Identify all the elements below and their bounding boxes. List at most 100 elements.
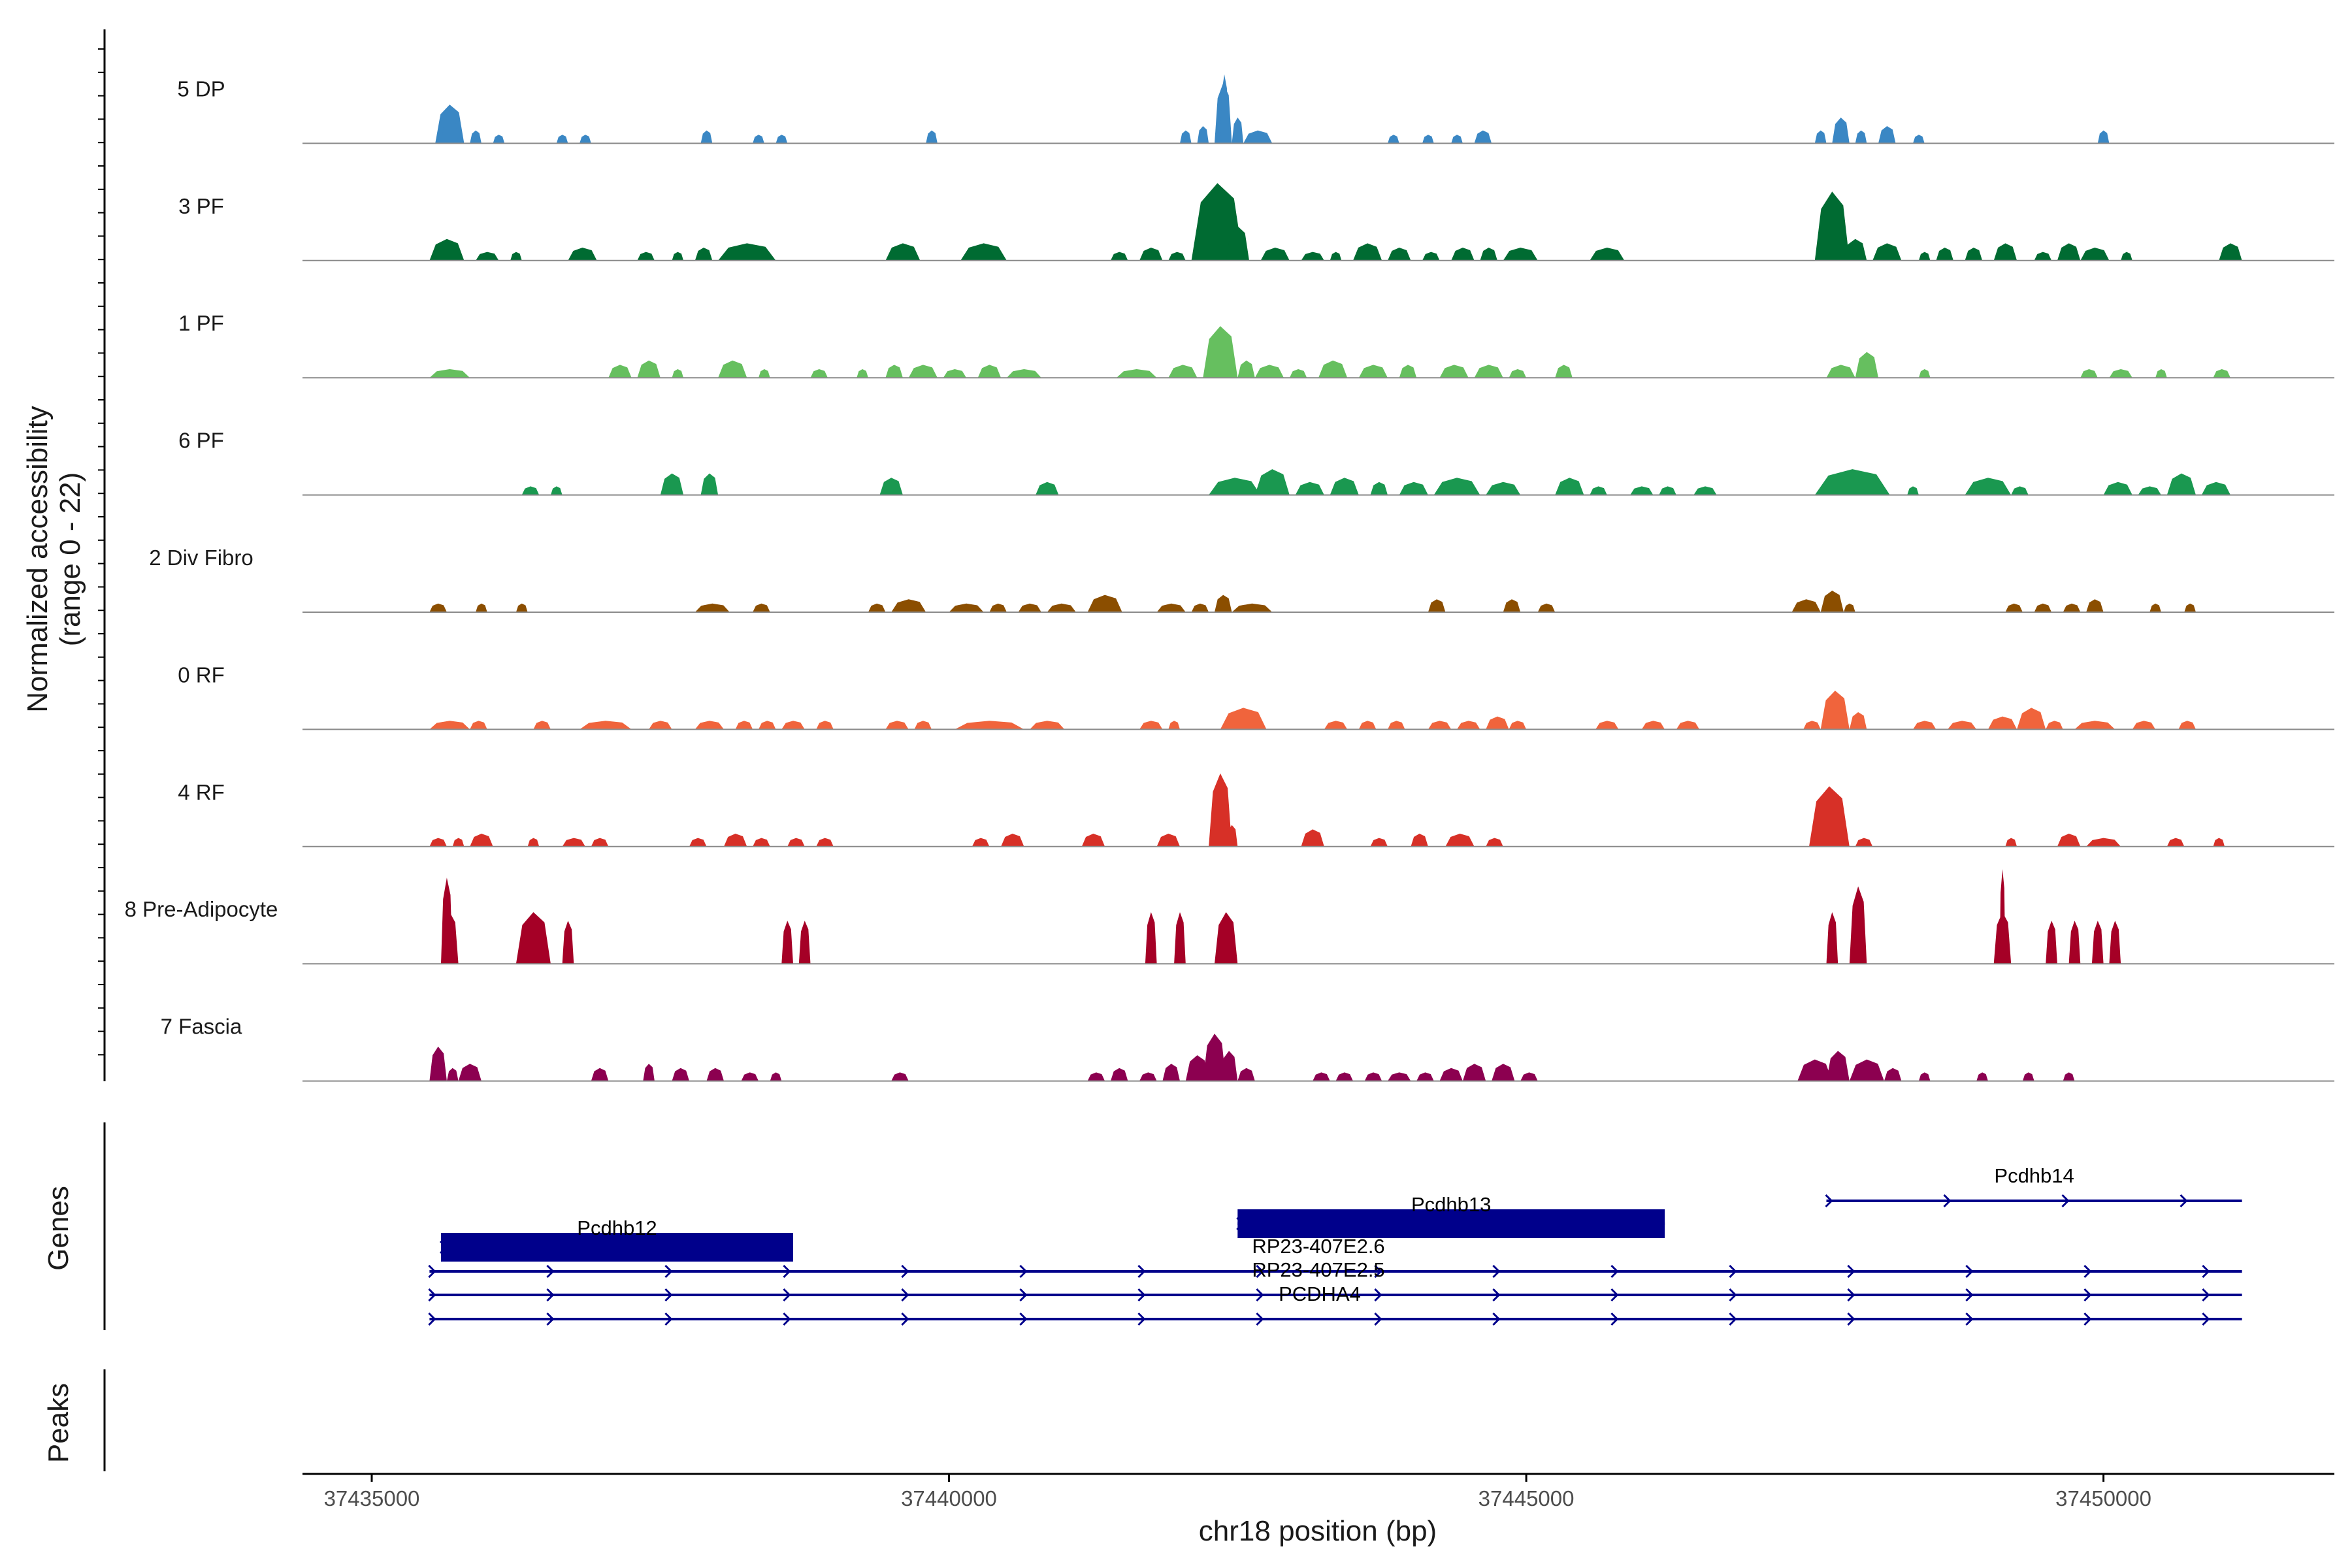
coverage-peak — [1388, 721, 1405, 730]
gene-model: PCDHA4 — [428, 1282, 2242, 1326]
coverage-peak — [718, 360, 747, 378]
strand-arrow — [1729, 1312, 1737, 1326]
coverage-peak — [960, 243, 1007, 261]
coverage-peak — [700, 130, 713, 144]
coverage-peak — [1849, 886, 1867, 964]
strand-arrow — [1374, 1312, 1382, 1326]
coverage-peak — [1370, 838, 1388, 847]
coverage-track: 3 PF — [178, 183, 2334, 261]
coverage-peak — [476, 252, 499, 261]
coverage-peak — [562, 838, 585, 847]
coverage-peak — [943, 369, 967, 378]
coverage-peak — [521, 486, 540, 495]
coverage-peak — [429, 1046, 447, 1081]
track-label: 6 PF — [178, 429, 224, 453]
strand-arrow — [1965, 1312, 1974, 1326]
coverage-peak — [1555, 478, 1584, 495]
coverage-peak — [776, 135, 788, 144]
coverage-peak — [1428, 721, 1452, 730]
gene-exon-block — [1237, 1209, 1665, 1238]
coverage-peak — [1422, 135, 1434, 144]
coverage-peak — [1433, 478, 1480, 495]
coverage-peak — [2063, 603, 2081, 612]
coverage-peak — [1301, 252, 1324, 261]
coverage-peak — [724, 834, 747, 847]
coverage-peak — [1087, 595, 1122, 612]
coverage-peak — [1364, 1072, 1382, 1081]
coverage-peak — [1156, 603, 1186, 612]
coverage-peak — [1849, 712, 1867, 730]
coverage-peak — [1036, 482, 1059, 495]
gene-label: Pcdhb14 — [1994, 1164, 2074, 1187]
coverage-peak — [1087, 1072, 1105, 1081]
coverage-peak — [879, 478, 903, 495]
coverage-peak — [1445, 834, 1475, 847]
coverage-peak — [1191, 603, 1209, 612]
strand-arrow — [1847, 1288, 1855, 1302]
coverage-peak — [1791, 599, 1821, 612]
coverage-peak — [2178, 721, 2196, 730]
coverage-peak — [515, 912, 551, 964]
coverage-peak — [1590, 486, 1607, 495]
coverage-peak — [1168, 365, 1198, 378]
track-label: 2 Div Fibro — [149, 546, 253, 570]
coverage-peak — [1139, 1072, 1157, 1081]
coverage-peak — [1139, 721, 1163, 730]
strand-arrow — [546, 1288, 555, 1302]
strand-arrow — [546, 1312, 555, 1326]
coverage-peak — [2103, 482, 2132, 495]
coverage-peak — [1676, 721, 1700, 730]
coverage-peak — [2091, 921, 2104, 964]
coverage-peak — [1215, 595, 1232, 612]
coverage-peak — [1797, 1059, 1833, 1081]
coverage-peak — [429, 238, 465, 261]
strand-arrow — [1610, 1264, 1619, 1279]
coverage-peak — [1849, 1059, 1884, 1081]
coverage-peak — [476, 603, 487, 612]
coverage-peak — [885, 721, 909, 730]
coverage-peak — [580, 135, 591, 144]
coverage-peak — [1081, 834, 1105, 847]
coverage-peak — [1254, 469, 1290, 495]
coverage-peak — [1001, 834, 1024, 847]
coverage-peak — [759, 721, 776, 730]
coverage-peak — [2068, 921, 2081, 964]
coverage-peak — [1844, 238, 1867, 261]
coverage-peak — [781, 721, 805, 730]
gene-label: PCDHA4 — [1279, 1282, 1361, 1305]
strand-arrow — [2202, 1288, 2210, 1302]
coverage-peak — [1486, 482, 1521, 495]
coverage-peak — [1203, 1034, 1226, 1081]
gene-model: RP23-407E2.5 — [428, 1258, 2242, 1302]
strand-arrow — [1965, 1288, 1974, 1302]
coverage-peak — [1209, 478, 1261, 495]
coverage-peak — [1358, 365, 1388, 378]
coverage-peak — [781, 921, 793, 964]
coverage-peak — [2219, 243, 2242, 261]
coverage-peak — [1110, 252, 1128, 261]
coverage-peak — [2046, 921, 2057, 964]
coverage-peak — [1913, 721, 1936, 730]
coverage-peak — [1139, 248, 1163, 261]
coverage-peak — [429, 721, 470, 730]
coverage-peak — [441, 877, 453, 964]
coverage-peak — [2166, 473, 2196, 495]
coverage-peak — [868, 603, 886, 612]
coverage-track: 6 PF — [178, 429, 2334, 496]
coverage-peak — [1641, 721, 1665, 730]
coverage-peak — [643, 1064, 655, 1081]
coverage-track: 4 RF — [178, 773, 2334, 847]
coverage-peak — [1492, 1064, 1515, 1081]
coverage-peak — [1399, 482, 1428, 495]
coverage-peak — [1180, 130, 1192, 144]
coverage-peak — [2011, 486, 2029, 495]
coverage-peak — [672, 1068, 689, 1081]
coverage-peak — [810, 369, 828, 378]
coverage-peak — [2046, 721, 2063, 730]
coverage-peak — [556, 135, 568, 144]
strand-arrow — [2061, 1194, 2070, 1208]
strand-arrow — [1610, 1288, 1619, 1302]
strand-arrow — [2083, 1312, 2092, 1326]
gene-label: Pcdhb12 — [577, 1217, 657, 1239]
